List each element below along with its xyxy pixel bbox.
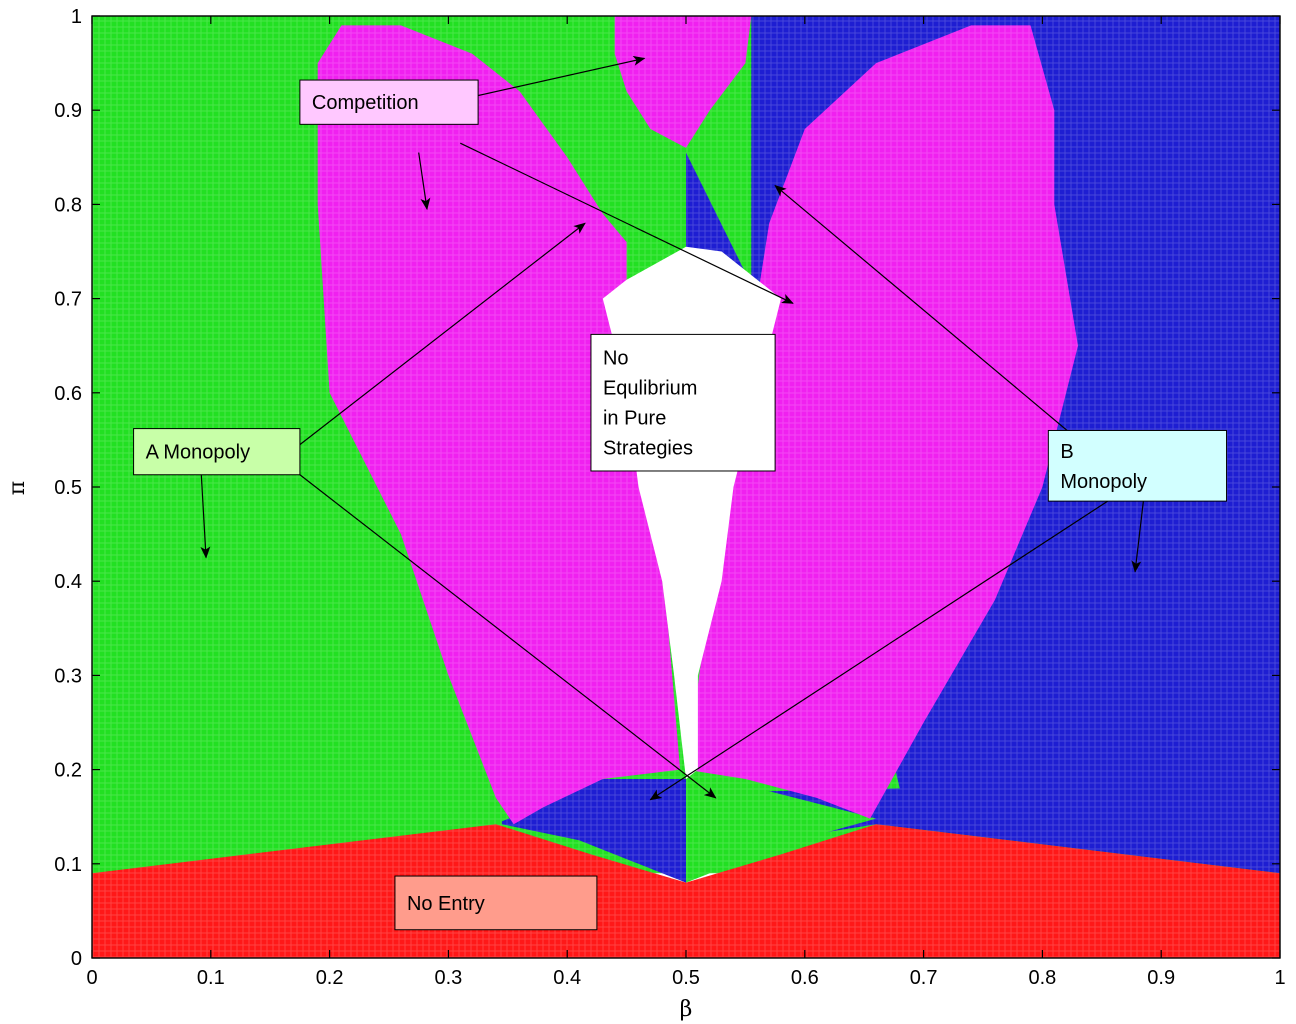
y-tick-label: 1 xyxy=(71,6,82,28)
x-tick-label: 0.7 xyxy=(910,967,938,989)
annotation-box xyxy=(299,79,479,125)
x-tick-label: 0.1 xyxy=(197,967,225,989)
x-tick-label: 0.6 xyxy=(791,967,819,989)
y-tick-label: 0.5 xyxy=(54,477,82,499)
annotation-a-monopoly: A Monopoly xyxy=(133,428,301,476)
x-tick-label: 0.2 xyxy=(316,967,344,989)
x-tick-label: 0 xyxy=(86,967,97,989)
annotation-no-entry: No Entry xyxy=(394,875,598,931)
x-tick-label: 0.9 xyxy=(1147,967,1175,989)
y-tick-label: 0.7 xyxy=(54,289,82,311)
x-tick-label: 0.4 xyxy=(553,967,581,989)
y-axis-label: π xyxy=(5,481,30,495)
annotation-box xyxy=(590,333,776,472)
x-tick-label: 0.5 xyxy=(672,967,700,989)
y-tick-label: 0.6 xyxy=(54,383,82,405)
annotation-arrow-a-monopoly xyxy=(299,474,717,799)
annotation-no-equilibrium: No Equlibrium in Pure Strategies xyxy=(590,333,776,472)
annotation-arrow-competition xyxy=(418,152,431,211)
y-tick-label: 0.8 xyxy=(54,194,82,216)
annotation-label: Monopoly xyxy=(1060,471,1147,493)
annotation-box xyxy=(394,875,598,931)
annotation-label: in Pure xyxy=(603,408,666,430)
annotation-box xyxy=(1047,429,1228,502)
annotation-arrow-b-monopoly xyxy=(774,184,1085,446)
y-tick-label: 0 xyxy=(71,948,82,970)
annotation-label: Equlibrium xyxy=(603,378,697,400)
arrows-layer xyxy=(200,55,1144,801)
x-tick-label: 0.3 xyxy=(434,967,462,989)
annotation-arrow-b-monopoly xyxy=(649,500,1109,801)
x-axis-label: β xyxy=(680,997,693,1022)
annotation-arrow-a-monopoly xyxy=(200,474,211,559)
annotation-arrow-a-monopoly xyxy=(299,222,586,446)
annotation-label: A Monopoly xyxy=(146,442,251,464)
x-axis: 0 0.1 0.2 0.3 0.4 0.5 0.6 0.7 0.8 0.9 1 xyxy=(86,16,1286,989)
annotations-layer: Competition A Monopoly No Equlibrium in Pure… xyxy=(133,79,1228,931)
annotation-b-monopoly: B Monopoly xyxy=(1047,429,1228,502)
y-tick-label: 0.1 xyxy=(54,854,82,876)
y-axis: 0 0.1 0.2 0.3 0.4 0.5 0.6 0.7 0.8 0.9 1 xyxy=(54,6,1280,970)
annotation-label: B xyxy=(1060,441,1073,463)
x-tick-label: 0.8 xyxy=(1028,967,1056,989)
x-tick-label: 1 xyxy=(1274,967,1285,989)
y-tick-label: 0.2 xyxy=(54,760,82,782)
annotation-competition: Competition xyxy=(299,79,479,125)
y-tick-label: 0.4 xyxy=(54,571,82,593)
y-tick-label: 0.3 xyxy=(54,665,82,687)
y-tick-label: 0.9 xyxy=(54,100,82,122)
annotation-label: No Entry xyxy=(407,893,485,915)
annotation-arrow-b-monopoly xyxy=(1131,501,1144,573)
annotation-label: No xyxy=(603,348,629,370)
annotation-box xyxy=(133,428,301,476)
annotation-label: Competition xyxy=(312,92,419,114)
annotation-arrow-competition xyxy=(460,142,794,304)
annotation-label: Strategies xyxy=(603,438,693,460)
